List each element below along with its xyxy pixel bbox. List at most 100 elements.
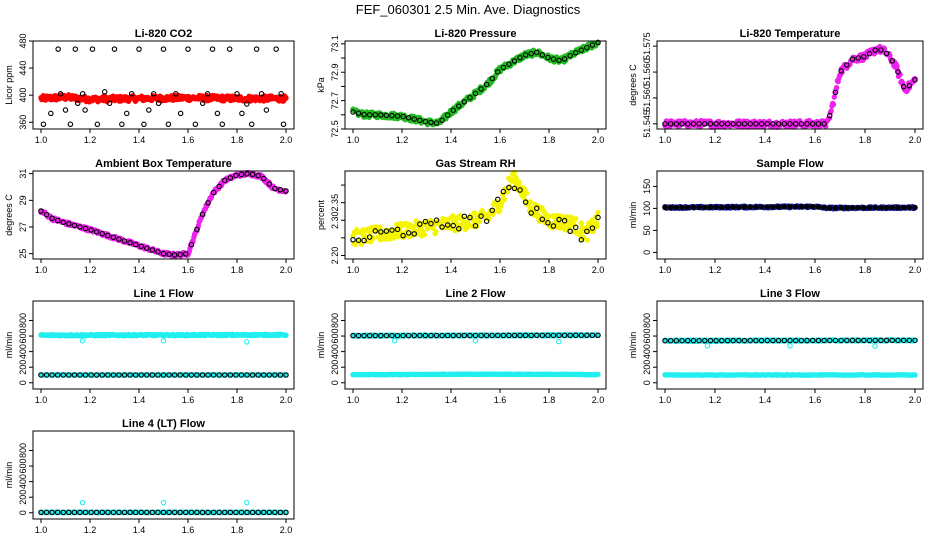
data-point <box>878 204 884 211</box>
series-raw <box>38 92 289 105</box>
x-tick-label: 1.6 <box>494 265 507 275</box>
data-point <box>546 213 552 219</box>
x-tick-label: 1.4 <box>445 135 458 145</box>
data-point <box>741 204 748 210</box>
y-tick-label: 200 <box>18 360 28 375</box>
data-point <box>75 100 81 107</box>
y-tick-label: 2.35 <box>330 194 340 212</box>
data-point <box>199 100 206 107</box>
data-point <box>673 204 680 211</box>
data-point <box>684 204 691 211</box>
data-point <box>844 205 850 211</box>
data-point <box>889 204 896 211</box>
x-tick-label: 1.2 <box>84 525 97 535</box>
x-tick-label: 1.2 <box>396 265 409 275</box>
x-tick-label: 1.4 <box>133 395 146 405</box>
data-point <box>830 101 837 108</box>
data-point <box>707 204 714 211</box>
data-point <box>501 196 508 203</box>
x-tick-label: 2.0 <box>280 135 293 145</box>
data-point <box>849 205 856 211</box>
data-point <box>219 121 226 128</box>
x-tick-label: 2.0 <box>909 265 922 275</box>
x-tick-label: 1.0 <box>35 525 48 535</box>
y-tick-label: 600 <box>330 329 340 344</box>
y-tick-label: 360 <box>18 115 28 130</box>
data-point <box>55 46 61 52</box>
data-point <box>283 332 289 339</box>
data-point <box>719 204 725 210</box>
y-axis-label: degrees C <box>4 194 14 236</box>
y-tick-label: 150 <box>642 179 652 194</box>
y-tick-label: 600 <box>18 329 28 344</box>
y-axis-label: ml/min <box>316 332 326 359</box>
y-tick-label: 72.9 <box>330 63 340 81</box>
y-tick-label: 200 <box>18 490 28 505</box>
x-tick-label: 1.6 <box>809 395 822 405</box>
data-point <box>827 205 833 211</box>
data-point <box>258 91 265 97</box>
data-point <box>747 204 753 210</box>
data-point <box>244 499 250 506</box>
y-tick-label: 73.1 <box>330 35 340 53</box>
y-axis-label: degrees C <box>628 64 638 106</box>
x-tick-label: 1.4 <box>445 395 458 405</box>
plot-frame <box>32 40 295 130</box>
series-outliers <box>79 499 250 506</box>
panel-2: Li-820 Pressure kPa 1.0 1.2 1.4 1.6 1.8 2.0 72.5… <box>316 28 607 145</box>
series-averages <box>662 47 918 127</box>
data-point <box>278 91 284 97</box>
y-tick-label: 51.575 <box>642 32 652 60</box>
series-outliers <box>79 337 250 345</box>
data-point <box>736 204 742 210</box>
data-point <box>192 121 199 128</box>
y-tick-label: 0 <box>18 380 28 385</box>
data-point <box>160 337 167 344</box>
y-tick-label: 0 <box>642 380 652 385</box>
data-point <box>165 121 172 128</box>
x-tick-label: 1.8 <box>543 265 556 275</box>
y-tick-label: 800 <box>18 443 28 458</box>
data-point <box>209 46 216 52</box>
y-tick-label: 51.560 <box>642 58 652 86</box>
data-point <box>662 204 668 211</box>
y-tick-label: 400 <box>18 344 28 359</box>
data-point <box>872 204 878 211</box>
x-tick-label: 1.4 <box>759 395 772 405</box>
data-point <box>263 107 270 113</box>
data-point <box>872 343 878 349</box>
data-point <box>775 204 782 210</box>
data-point <box>124 110 130 117</box>
x-tick-label: 2.0 <box>909 135 922 145</box>
data-point <box>57 91 64 97</box>
panel-6: Sample Flow ml/min 1.0 1.2 1.4 1.6 1.8 2.0 0 50 10… <box>628 158 924 275</box>
panel-3: Li-820 Temperature degrees C 1.0 1.2 1.4 1.6 1… <box>628 28 924 145</box>
x-tick-label: 1.2 <box>709 265 722 275</box>
data-point <box>477 218 483 225</box>
data-point <box>764 204 771 210</box>
y-tick-label: 600 <box>18 459 28 474</box>
data-point <box>253 46 260 52</box>
x-tick-label: 2.0 <box>592 395 605 405</box>
y-tick-label: 400 <box>18 474 28 489</box>
data-point <box>838 205 844 211</box>
data-point <box>804 203 810 210</box>
data-point <box>792 204 799 210</box>
x-tick-label: 1.6 <box>494 135 507 145</box>
data-point <box>713 204 719 210</box>
x-tick-label: 1.2 <box>396 135 409 145</box>
series-raw <box>662 43 918 130</box>
data-point <box>861 205 867 211</box>
y-tick-label: 800 <box>18 313 28 328</box>
plot-frame <box>32 430 295 520</box>
data-point <box>758 204 765 210</box>
data-point <box>136 46 142 52</box>
x-tick-label: 2.0 <box>909 395 922 405</box>
x-tick-label: 1.6 <box>182 525 195 535</box>
data-point <box>283 95 289 101</box>
data-point <box>106 100 113 107</box>
data-point <box>48 110 54 117</box>
data-point <box>244 101 250 107</box>
y-axis-label: ml/min <box>4 462 14 489</box>
